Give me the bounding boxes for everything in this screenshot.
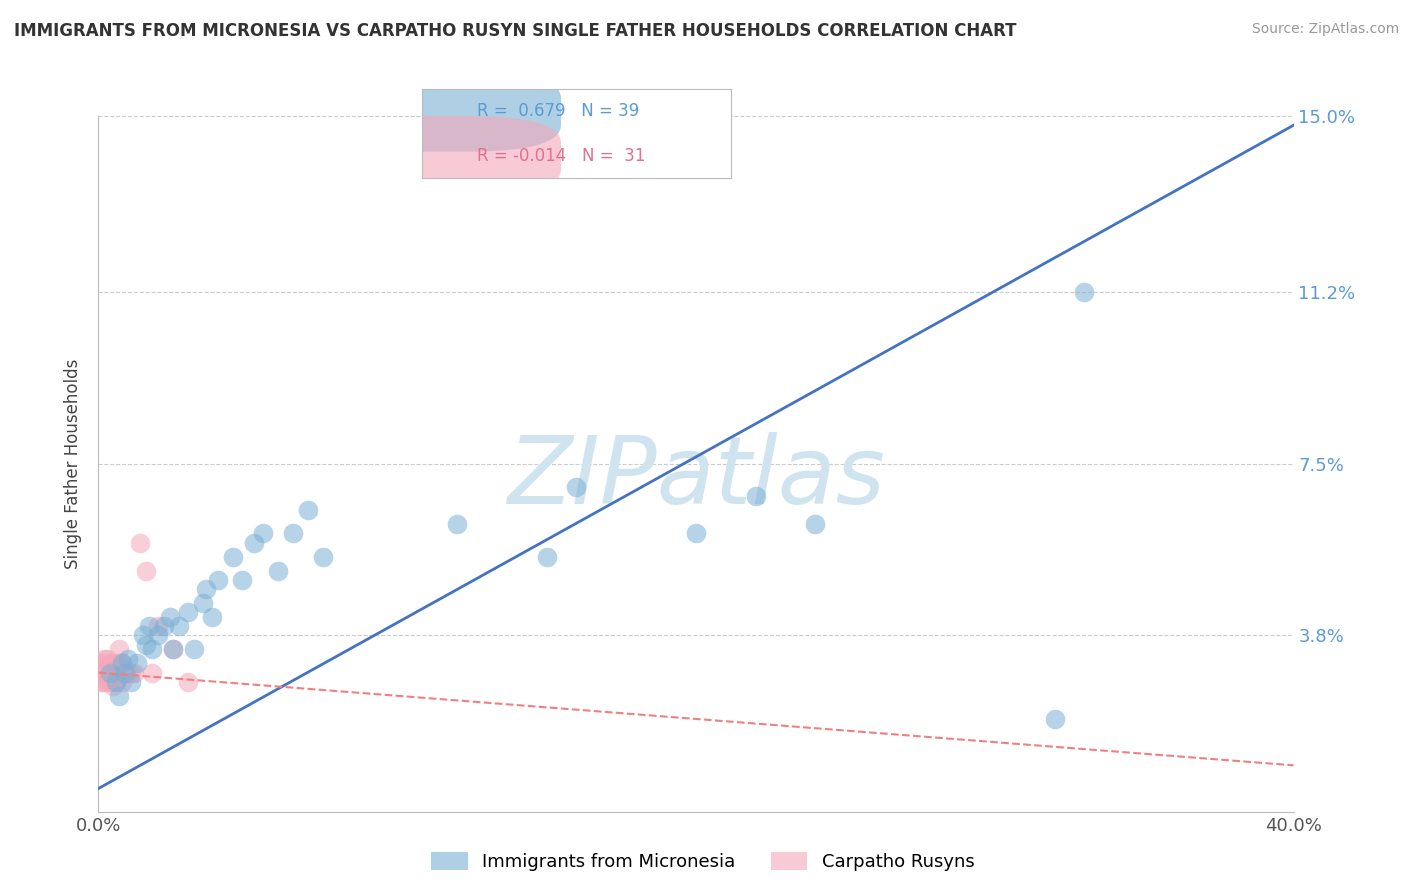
Text: R = -0.014   N =  31: R = -0.014 N = 31: [478, 147, 645, 165]
Point: [138, 619, 160, 633]
Point: [267, 564, 290, 578]
Text: ZIPatlas: ZIPatlas: [508, 433, 884, 524]
Point: [167, 619, 190, 633]
Point: [446, 517, 468, 532]
Point: [90, 657, 112, 671]
Point: [177, 605, 200, 619]
Point: [117, 665, 139, 680]
Point: [191, 596, 214, 610]
Point: [135, 638, 157, 652]
Text: Source: ZipAtlas.com: Source: ZipAtlas.com: [1251, 22, 1399, 37]
Point: [100, 674, 122, 689]
Legend: Immigrants from Micronesia, Carpatho Rusyns: Immigrants from Micronesia, Carpatho Rus…: [425, 845, 981, 879]
Point: [195, 582, 218, 596]
Point: [108, 642, 131, 657]
Point: [141, 642, 163, 657]
Point: [281, 526, 304, 541]
Point: [183, 642, 205, 657]
Point: [148, 628, 170, 642]
Point: [111, 674, 134, 689]
Point: [804, 517, 827, 532]
Point: [93, 665, 115, 680]
Point: [100, 665, 122, 680]
Point: [111, 657, 134, 671]
Point: [685, 526, 707, 541]
Point: [114, 665, 136, 680]
Point: [120, 665, 142, 680]
Point: [207, 573, 229, 587]
Point: [135, 564, 157, 578]
Point: [90, 665, 112, 680]
Point: [103, 680, 125, 694]
Point: [129, 535, 152, 549]
Point: [536, 549, 558, 564]
Point: [148, 619, 170, 633]
Point: [117, 651, 139, 665]
Point: [103, 665, 125, 680]
Point: [159, 610, 181, 624]
Point: [124, 665, 146, 680]
FancyBboxPatch shape: [339, 116, 561, 196]
Point: [96, 665, 118, 680]
Point: [162, 642, 184, 657]
Point: [311, 549, 333, 564]
Point: [93, 674, 115, 689]
Point: [103, 657, 125, 671]
Text: IMMIGRANTS FROM MICRONESIA VS CARPATHO RUSYN SINGLE FATHER HOUSEHOLDS CORRELATIO: IMMIGRANTS FROM MICRONESIA VS CARPATHO R…: [14, 22, 1017, 40]
Point: [96, 651, 118, 665]
Point: [90, 674, 112, 689]
Point: [114, 665, 136, 680]
Point: [120, 674, 142, 689]
Point: [105, 665, 128, 680]
Point: [100, 657, 122, 671]
Point: [127, 657, 149, 671]
Point: [132, 628, 155, 642]
Point: [243, 535, 266, 549]
Point: [100, 665, 122, 680]
Point: [252, 526, 274, 541]
Point: [297, 503, 319, 517]
FancyBboxPatch shape: [339, 71, 561, 152]
Point: [162, 642, 184, 657]
Point: [111, 657, 134, 671]
Point: [565, 480, 588, 494]
Y-axis label: Single Father Households: Single Father Households: [65, 359, 83, 569]
Point: [105, 674, 128, 689]
Point: [201, 610, 224, 624]
Point: [745, 489, 768, 503]
Point: [231, 573, 253, 587]
Point: [108, 689, 131, 703]
Point: [108, 657, 131, 671]
Point: [1043, 712, 1066, 726]
Text: R =  0.679   N = 39: R = 0.679 N = 39: [478, 103, 640, 120]
Point: [96, 674, 118, 689]
Point: [105, 674, 128, 689]
Point: [141, 665, 163, 680]
Point: [222, 549, 245, 564]
Point: [153, 619, 176, 633]
Point: [177, 674, 200, 689]
Point: [93, 651, 115, 665]
Point: [1073, 285, 1095, 300]
